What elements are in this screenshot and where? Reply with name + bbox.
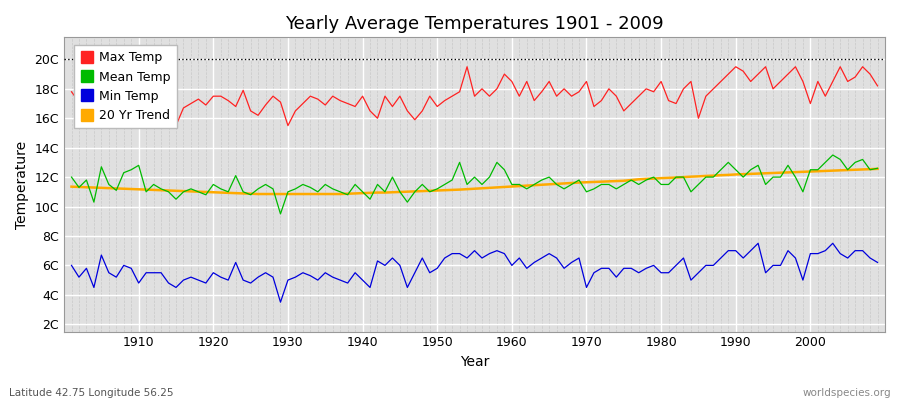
Text: worldspecies.org: worldspecies.org [803, 388, 891, 398]
Y-axis label: Temperature: Temperature [15, 140, 29, 228]
Text: Latitude 42.75 Longitude 56.25: Latitude 42.75 Longitude 56.25 [9, 388, 174, 398]
X-axis label: Year: Year [460, 355, 490, 369]
Title: Yearly Average Temperatures 1901 - 2009: Yearly Average Temperatures 1901 - 2009 [285, 15, 664, 33]
Legend: Max Temp, Mean Temp, Min Temp, 20 Yr Trend: Max Temp, Mean Temp, Min Temp, 20 Yr Tre… [75, 45, 177, 128]
